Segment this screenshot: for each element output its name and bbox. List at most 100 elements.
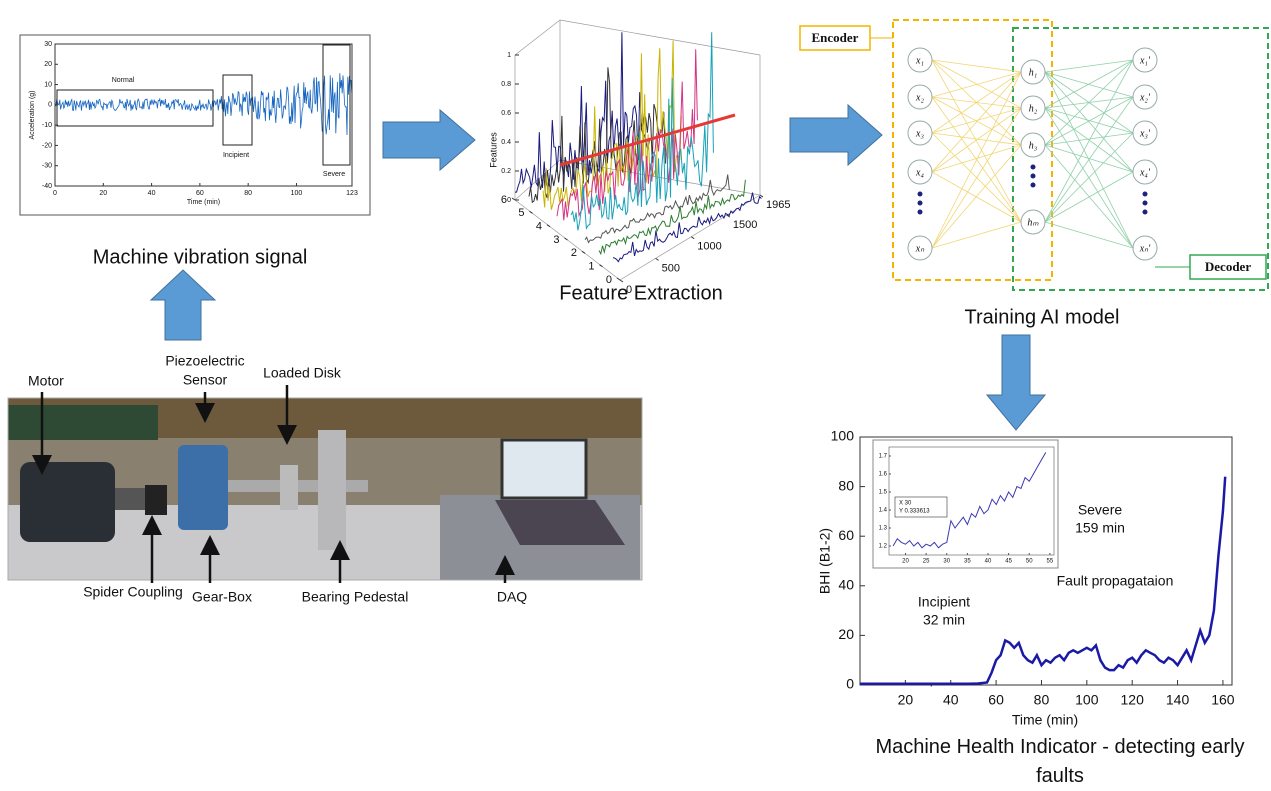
x-tick-label: 100 xyxy=(1075,692,1099,708)
z-tick-label: 0 xyxy=(507,197,511,204)
edge xyxy=(932,60,1021,72)
node-label: x₂ xyxy=(915,92,924,103)
plot-frame xyxy=(20,35,370,215)
edge xyxy=(932,145,1021,172)
x-tick-label: 80 xyxy=(244,190,252,197)
y-tick-label: 5 xyxy=(518,207,524,219)
ellipsis-dot xyxy=(918,201,923,206)
y-axis-label: Acceleration (g) xyxy=(29,90,36,139)
inset-x-tick-label: 50 xyxy=(1026,559,1033,565)
y-tick-label: 30 xyxy=(44,41,52,48)
axis-frame xyxy=(620,195,760,280)
y-tick-label: 3 xyxy=(553,234,559,246)
axis-frame xyxy=(515,20,560,55)
edge xyxy=(1045,97,1133,145)
edge xyxy=(1045,145,1133,172)
ellipsis-dot xyxy=(918,210,923,215)
y-tick xyxy=(582,251,585,253)
node-label: h₃ xyxy=(1029,140,1038,151)
caption: Machine vibration signal xyxy=(93,246,308,268)
datatip-text: X 30 xyxy=(899,501,912,507)
z-tick-label: 0.6 xyxy=(501,110,511,117)
page: { "vibration_plot": { "ylabel": "Acceler… xyxy=(0,0,1271,791)
edge xyxy=(1045,133,1133,222)
inset-x-tick-label: 20 xyxy=(902,559,909,565)
edge xyxy=(1045,60,1133,145)
arrow-right xyxy=(383,110,475,170)
inset-y-tick-label: 1.2 xyxy=(879,544,888,550)
z-tick-label: 1 xyxy=(507,52,511,59)
y-tick-label: -20 xyxy=(42,142,52,149)
annotation: 32 min xyxy=(923,612,965,628)
setup-photo xyxy=(8,398,642,580)
y-tick xyxy=(600,265,603,267)
annotation: Incipient xyxy=(223,152,249,159)
annotation: Normal xyxy=(112,77,135,84)
annotation: Severe xyxy=(1078,502,1123,518)
x-tick-label: 1965 xyxy=(766,199,790,211)
edge xyxy=(1045,133,1133,145)
photo-label: Bearing Pedestal xyxy=(302,589,409,605)
inset-x-tick-label: 35 xyxy=(964,559,971,565)
y-tick-label: 20 xyxy=(838,626,854,642)
node-label: h₁ xyxy=(1029,67,1037,78)
z-axis-label: Features xyxy=(488,132,498,168)
ellipsis-dot xyxy=(1143,201,1148,206)
inset-y-tick-label: 1.5 xyxy=(879,490,888,496)
edge xyxy=(932,72,1021,172)
x-tick-label: 0 xyxy=(53,190,57,197)
y-tick-label: 20 xyxy=(44,61,52,68)
inset-y-tick-label: 1.3 xyxy=(879,526,888,532)
node-label: h₂ xyxy=(1029,103,1038,114)
x-tick-label: 80 xyxy=(1034,692,1050,708)
node-label: x₁' xyxy=(1139,55,1151,66)
ellipsis-dot xyxy=(1031,165,1036,170)
ellipsis-dot xyxy=(918,192,923,197)
edge xyxy=(932,97,1021,145)
x-tick-label: 60 xyxy=(196,190,204,197)
node-label: x₄' xyxy=(1139,167,1151,178)
node-label: x₁ xyxy=(915,55,924,66)
photo-label: Piezoelectric xyxy=(165,353,244,369)
x-tick-label: 40 xyxy=(148,190,156,197)
y-tick-label: 40 xyxy=(838,577,854,593)
x-tick-label: 1000 xyxy=(697,241,721,253)
annotation: Fault propagataion xyxy=(1057,573,1174,589)
caption: Feature Extraction xyxy=(559,282,722,304)
inset-x-tick-label: 55 xyxy=(1047,559,1054,565)
ellipsis-dot xyxy=(1031,174,1036,179)
x-tick xyxy=(656,258,659,260)
x-tick-label: 20 xyxy=(898,692,914,708)
decoder-label: Decoder xyxy=(1205,259,1251,274)
edge xyxy=(1045,97,1133,222)
y-tick-label: 80 xyxy=(838,477,854,493)
z-tick-label: 0.2 xyxy=(501,168,511,175)
y-tick-label: 60 xyxy=(838,527,854,543)
y-tick-label: 2 xyxy=(571,247,577,259)
x-tick xyxy=(691,237,694,239)
inset-x-tick-label: 25 xyxy=(923,559,930,565)
x-tick-label: 100 xyxy=(291,190,303,197)
edge xyxy=(1045,108,1133,172)
y-axis-label: BHI (B1-2) xyxy=(817,528,833,594)
node-label: x₂' xyxy=(1139,92,1151,103)
photo-label: Loaded Disk xyxy=(263,365,342,381)
y-tick-label: 0 xyxy=(48,102,52,109)
y-tick xyxy=(565,238,568,240)
x-tick-label: 40 xyxy=(943,692,959,708)
node-label: x₃ xyxy=(915,128,924,139)
edge xyxy=(932,133,1021,145)
inset-x-tick-label: 40 xyxy=(985,559,992,565)
y-tick-label: 10 xyxy=(44,81,52,88)
y-tick xyxy=(547,225,550,227)
node-label: xₙ' xyxy=(1139,243,1151,254)
x-tick-label: 160 xyxy=(1211,692,1235,708)
z-tick-label: 0.4 xyxy=(501,139,511,146)
y-tick xyxy=(512,198,515,200)
inset-y-tick-label: 1.4 xyxy=(879,508,888,514)
annotation: Severe xyxy=(323,171,345,178)
x-axis-label: Time (min) xyxy=(187,199,220,206)
edge xyxy=(1045,222,1133,248)
y-tick-label: -10 xyxy=(42,122,52,129)
y-tick-label: 0 xyxy=(846,676,854,692)
